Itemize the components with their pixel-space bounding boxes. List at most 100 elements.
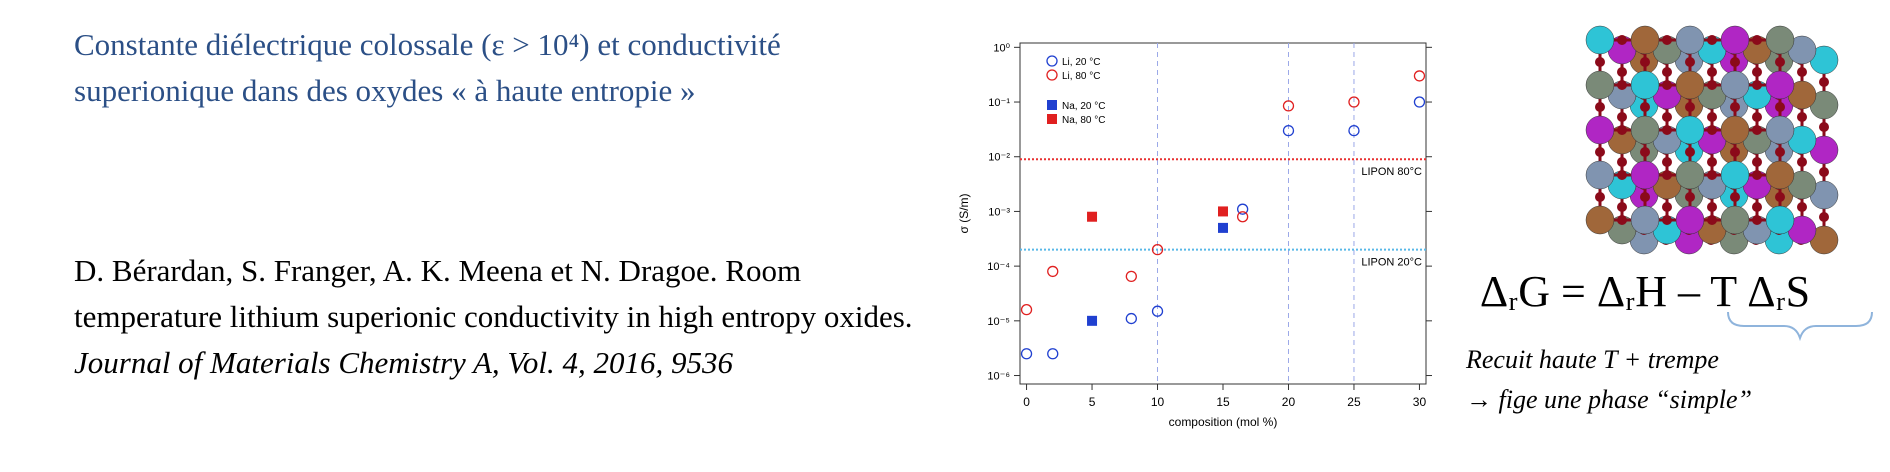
atom bbox=[1630, 205, 1660, 235]
caption-line: → fige une phase “simple” bbox=[1466, 385, 1752, 414]
y-axis-label: σ (S/m) bbox=[957, 193, 971, 233]
oxygen bbox=[1685, 102, 1695, 112]
oxygen bbox=[1617, 80, 1627, 90]
atom bbox=[1630, 70, 1660, 100]
y-tick-label: 10⁻² bbox=[988, 152, 1010, 164]
point bbox=[1151, 244, 1164, 256]
atom bbox=[1765, 70, 1795, 100]
oxygen bbox=[1595, 147, 1605, 157]
x-tick-label: 10 bbox=[1151, 395, 1165, 409]
oxygen bbox=[1819, 122, 1829, 132]
reference-label: LIPON 80°C bbox=[1361, 166, 1422, 178]
atom bbox=[1675, 205, 1705, 235]
oxygen bbox=[1640, 147, 1650, 157]
atom bbox=[1720, 70, 1750, 100]
y-tick-label: 10⁻⁶ bbox=[987, 371, 1010, 383]
oxygen bbox=[1775, 192, 1785, 202]
legend-label: Na, 20 °C bbox=[1062, 101, 1105, 112]
y-tick-label: 10⁰ bbox=[993, 42, 1010, 54]
atom bbox=[1585, 70, 1615, 100]
atom bbox=[1765, 205, 1795, 235]
atom bbox=[1585, 160, 1615, 190]
oxygen bbox=[1685, 147, 1695, 157]
oxygen bbox=[1595, 57, 1605, 67]
point bbox=[1413, 70, 1426, 82]
oxygen bbox=[1640, 192, 1650, 202]
oxygen bbox=[1662, 170, 1672, 180]
reference-text: D. Bérardan, S. Franger, A. K. Meena et … bbox=[74, 253, 913, 334]
point bbox=[1236, 203, 1249, 215]
atom bbox=[1720, 160, 1750, 190]
point bbox=[1151, 305, 1164, 317]
y-tick-label: 10⁻⁴ bbox=[987, 261, 1010, 273]
oxygen bbox=[1752, 125, 1762, 135]
oxygen bbox=[1775, 147, 1785, 157]
x-tick-label: 25 bbox=[1347, 395, 1361, 409]
atom bbox=[1720, 25, 1750, 55]
atom bbox=[1675, 115, 1705, 145]
oxygen bbox=[1617, 170, 1627, 180]
oxygen bbox=[1819, 77, 1829, 87]
oxygen bbox=[1797, 157, 1807, 167]
point bbox=[1282, 124, 1295, 137]
point bbox=[1218, 222, 1228, 233]
oxygen bbox=[1730, 192, 1740, 202]
point bbox=[1087, 315, 1098, 326]
atom bbox=[1765, 160, 1795, 190]
oxygen bbox=[1640, 57, 1650, 67]
oxygen bbox=[1819, 167, 1829, 177]
y-tick-label: 10⁻³ bbox=[988, 206, 1010, 218]
atom bbox=[1630, 160, 1660, 190]
x-axis-label: composition (mol %) bbox=[1169, 415, 1278, 429]
y-tick-label: 10⁻⁵ bbox=[987, 316, 1010, 328]
x-tick-label: 15 bbox=[1216, 395, 1230, 409]
atom bbox=[1765, 115, 1795, 145]
oxygen bbox=[1752, 157, 1762, 167]
point bbox=[1125, 312, 1137, 325]
atom bbox=[1585, 25, 1615, 55]
oxygen bbox=[1730, 57, 1740, 67]
oxygen bbox=[1707, 80, 1717, 90]
oxygen bbox=[1707, 67, 1717, 77]
legend-label: Li, 20 °C bbox=[1062, 57, 1100, 68]
x-tick-label: 5 bbox=[1089, 395, 1096, 409]
atom bbox=[1585, 205, 1615, 235]
atom bbox=[1630, 25, 1660, 55]
atom bbox=[1675, 160, 1705, 190]
atom bbox=[1720, 115, 1750, 145]
oxygen bbox=[1707, 170, 1717, 180]
reference: D. Bérardan, S. Franger, A. K. Meena et … bbox=[74, 248, 954, 386]
oxygen bbox=[1775, 102, 1785, 112]
oxygen bbox=[1595, 192, 1605, 202]
oxygen bbox=[1707, 215, 1717, 225]
point bbox=[1020, 304, 1033, 316]
legend-marker bbox=[1046, 69, 1058, 81]
oxygen bbox=[1730, 102, 1740, 112]
oxygen bbox=[1617, 125, 1627, 135]
legend-label: Li, 80 °C bbox=[1062, 71, 1100, 82]
point bbox=[1413, 96, 1426, 108]
reference-label: LIPON 20°C bbox=[1361, 257, 1422, 269]
brace bbox=[1727, 311, 1873, 342]
oxygen bbox=[1797, 67, 1807, 77]
point bbox=[1047, 348, 1059, 360]
oxygen bbox=[1662, 112, 1672, 122]
point bbox=[1218, 206, 1228, 217]
atom bbox=[1585, 115, 1615, 145]
oxygen bbox=[1662, 35, 1672, 45]
slide-title: Constante diélectrique colossale (ε > 10… bbox=[74, 27, 781, 108]
point bbox=[1348, 96, 1360, 108]
point bbox=[1087, 211, 1098, 222]
atom bbox=[1720, 205, 1750, 235]
oxygen bbox=[1662, 215, 1672, 225]
oxygen bbox=[1662, 67, 1672, 77]
oxygen bbox=[1617, 35, 1627, 45]
oxygen bbox=[1617, 112, 1627, 122]
oxygen bbox=[1752, 80, 1762, 90]
oxygen bbox=[1752, 112, 1762, 122]
atom bbox=[1675, 25, 1705, 55]
point bbox=[1125, 270, 1137, 283]
oxygen bbox=[1640, 102, 1650, 112]
oxygen bbox=[1797, 202, 1807, 212]
